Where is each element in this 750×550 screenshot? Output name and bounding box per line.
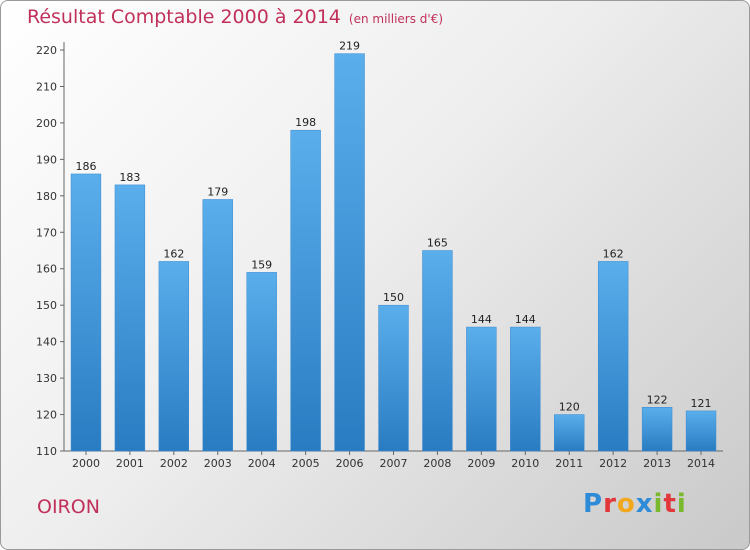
bar-value-label: 165 bbox=[427, 237, 448, 250]
bar-value-label: 162 bbox=[603, 247, 624, 260]
logo-letter: x bbox=[635, 489, 654, 519]
bar-value-label: 121 bbox=[691, 397, 712, 410]
logo-letter: o bbox=[616, 489, 636, 519]
bar-value-label: 186 bbox=[75, 160, 96, 173]
x-tick-label: 2009 bbox=[467, 457, 495, 470]
y-tick-label: 140 bbox=[36, 336, 57, 349]
x-tick-label: 2012 bbox=[599, 457, 627, 470]
proxiti-logo: Proxiti bbox=[583, 489, 687, 519]
bar bbox=[246, 272, 277, 452]
commune-name: OIRON bbox=[37, 496, 100, 518]
bar-value-label: 198 bbox=[295, 116, 316, 129]
x-tick-label: 2001 bbox=[116, 457, 144, 470]
bar bbox=[554, 414, 585, 452]
y-tick-label: 110 bbox=[36, 445, 57, 458]
bar-value-label: 144 bbox=[515, 313, 536, 326]
bar bbox=[422, 250, 453, 452]
y-tick-label: 210 bbox=[36, 80, 57, 93]
y-tick-label: 130 bbox=[36, 372, 57, 385]
y-tick-label: 170 bbox=[36, 226, 57, 239]
x-tick-label: 2013 bbox=[643, 457, 671, 470]
x-tick-label: 2010 bbox=[511, 457, 539, 470]
x-tick-label: 2011 bbox=[555, 457, 583, 470]
bar-value-label: 219 bbox=[339, 40, 360, 53]
bar bbox=[641, 407, 673, 452]
x-tick-label: 2003 bbox=[204, 457, 232, 470]
bar-value-label: 122 bbox=[647, 393, 668, 406]
logo-letter: r bbox=[603, 489, 617, 519]
bars: 186 183 162 179 159 198 219 150 165 144 144 120 162 1… bbox=[70, 40, 717, 452]
y-tick-label: 120 bbox=[36, 409, 57, 422]
logo-letter: t bbox=[663, 489, 677, 519]
bar bbox=[114, 184, 146, 452]
logo-letter: i bbox=[653, 489, 664, 519]
bar-value-label: 144 bbox=[471, 313, 492, 326]
bar-value-label: 162 bbox=[163, 247, 184, 260]
y-tick-label: 190 bbox=[36, 153, 57, 166]
y-tick-label: 220 bbox=[36, 44, 57, 57]
y-tick-label: 180 bbox=[36, 190, 57, 203]
logo-letter: i bbox=[676, 489, 687, 519]
y-tick-label: 150 bbox=[36, 299, 57, 312]
x-tick-label: 2000 bbox=[72, 457, 100, 470]
x-tick-label: 2002 bbox=[160, 457, 188, 470]
x-tick-label: 2005 bbox=[292, 457, 320, 470]
bar bbox=[378, 304, 409, 452]
bar bbox=[334, 53, 365, 452]
logo-letter: P bbox=[583, 489, 604, 519]
x-tick-label: 2004 bbox=[248, 457, 276, 470]
chart-title-main: Résultat Comptable 2000 à 2014 bbox=[27, 6, 341, 28]
x-tick-label: 2007 bbox=[380, 457, 408, 470]
bar-value-label: 120 bbox=[559, 401, 580, 414]
y-tick-label: 200 bbox=[36, 117, 57, 130]
bar-value-label: 150 bbox=[383, 291, 404, 304]
x-tick-label: 2006 bbox=[336, 457, 364, 470]
bar bbox=[466, 326, 497, 452]
x-tick-label: 2008 bbox=[423, 457, 451, 470]
bar-value-label: 183 bbox=[119, 171, 140, 184]
x-tick-label: 2014 bbox=[687, 457, 715, 470]
chart-title: Résultat Comptable 2000 à 2014 (en millie… bbox=[27, 6, 443, 28]
bar bbox=[510, 326, 541, 452]
bar bbox=[290, 129, 321, 452]
bar bbox=[202, 199, 233, 452]
bar-value-label: 179 bbox=[207, 185, 228, 198]
bar bbox=[685, 410, 717, 452]
bar bbox=[158, 261, 190, 452]
bar bbox=[70, 173, 102, 452]
chart-title-unit: (en milliers d'€) bbox=[348, 12, 444, 26]
bar bbox=[597, 261, 629, 452]
bar-value-label: 159 bbox=[251, 258, 272, 271]
y-tick-label: 160 bbox=[36, 263, 57, 276]
